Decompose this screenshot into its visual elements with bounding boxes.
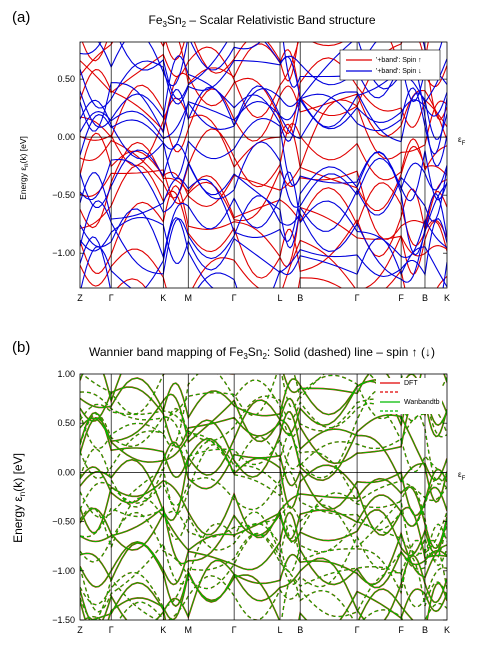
wanbandtb-dashed-band-15 — [81, 374, 404, 415]
kpoint-label: F — [398, 625, 404, 635]
kpoint-label: Γ — [355, 293, 360, 303]
panel-a-plot: 0.50 0.00 −0.50 −1.00 Z Γ K M Γ L B Γ F B K — [52, 41, 450, 303]
wanbandtb-dashed-band-2 — [80, 532, 447, 608]
kpoint-label: Γ — [109, 293, 114, 303]
kpoint-label: B — [297, 293, 303, 303]
kpoint-label: B — [422, 293, 428, 303]
panel-b-label: (b) — [12, 339, 30, 356]
panel-a: (a) Fe3Sn2 – Scalar Relativistic Band st… — [12, 9, 466, 303]
legend-wanbandtb-label: Wanbandtb — [404, 399, 440, 406]
panel-a-title: Fe3Sn2 – Scalar Relativistic Band struct… — [148, 13, 375, 29]
kpoint-label: Z — [77, 293, 83, 303]
ytick-label: −1.00 — [52, 566, 75, 576]
ytick-label: −1.50 — [52, 615, 75, 625]
panel-a-fermi-label: εF — [458, 135, 466, 147]
wanbandtb-dashed-band-9 — [80, 440, 447, 508]
spin-up-band-1 — [80, 221, 447, 288]
kpoint-label: Γ — [232, 293, 237, 303]
dft-solid-band-0 — [88, 581, 447, 620]
kpoint-label: L — [278, 625, 283, 635]
panel-b: (b) Wannier band mapping of Fe3Sn2: Soli… — [11, 339, 466, 635]
panel-b-ylabel: Energy εn(k) [eV] — [11, 453, 27, 543]
legend-spin-down-label: '+band': Spin ↓ — [376, 68, 422, 75]
spin-up-band-0 — [116, 269, 447, 288]
kpoint-label: B — [422, 625, 428, 635]
panel-b-fermi-label: εF — [458, 470, 466, 482]
ytick-label: 0.00 — [57, 467, 75, 477]
kpoint-label: Γ — [355, 625, 360, 635]
panel-b-plot: 1.00 0.50 0.00 −0.50 −1.00 −1.50Z Γ K M Γ L B Γ F B K — [52, 369, 450, 635]
ytick-label: 0.00 — [57, 132, 75, 142]
panel-b-legend: DFT Wanbandtb — [376, 378, 442, 414]
dft-dashed-band-9 — [80, 440, 447, 508]
kpoint-label: K — [160, 293, 166, 303]
spin-down-band-0 — [80, 246, 447, 288]
ytick-label: 0.50 — [57, 74, 75, 84]
panel-b-title: Wannier band mapping of Fe3Sn2: Solid (d… — [89, 345, 435, 361]
spin-down-band-1 — [80, 216, 447, 288]
kpoint-label: M — [185, 625, 193, 635]
panel-a-legend: '+band': Spin ↑ '+band': Spin ↓ — [339, 49, 441, 81]
kpoint-label: L — [278, 293, 283, 303]
kpoint-label: K — [444, 625, 450, 635]
kpoint-label: Γ — [232, 625, 237, 635]
dft-solid-band-2 — [80, 554, 447, 620]
kpoint-label: B — [297, 625, 303, 635]
kpoint-label: K — [160, 625, 166, 635]
panel-a-label: (a) — [12, 9, 30, 26]
kpoint-label: Z — [77, 625, 83, 635]
ytick-label: −0.50 — [52, 190, 75, 200]
wanbandtb-solid-band-2 — [80, 555, 447, 620]
ytick-label: −0.50 — [52, 517, 75, 527]
wanbandtb-solid-band-1 — [80, 572, 447, 620]
plot-frame — [79, 373, 448, 621]
wanbandtb-solid-band-0 — [89, 582, 447, 620]
plot-frame — [79, 41, 448, 289]
legend-dft-label: DFT — [404, 380, 418, 387]
legend-spin-up-label: '+band': Spin ↑ — [376, 57, 422, 64]
ytick-label: 1.00 — [57, 369, 75, 379]
ytick-label: −1.00 — [52, 248, 75, 258]
spin-up-band-5 — [80, 169, 447, 240]
ytick-label: 0.50 — [57, 418, 75, 428]
kpoint-label: K — [444, 293, 450, 303]
panel-a-ylabel: Energy εn(k) [eV] — [18, 136, 30, 200]
kpoint-label: M — [185, 293, 193, 303]
kpoint-label: Γ — [109, 625, 114, 635]
kpoint-label: F — [398, 293, 404, 303]
